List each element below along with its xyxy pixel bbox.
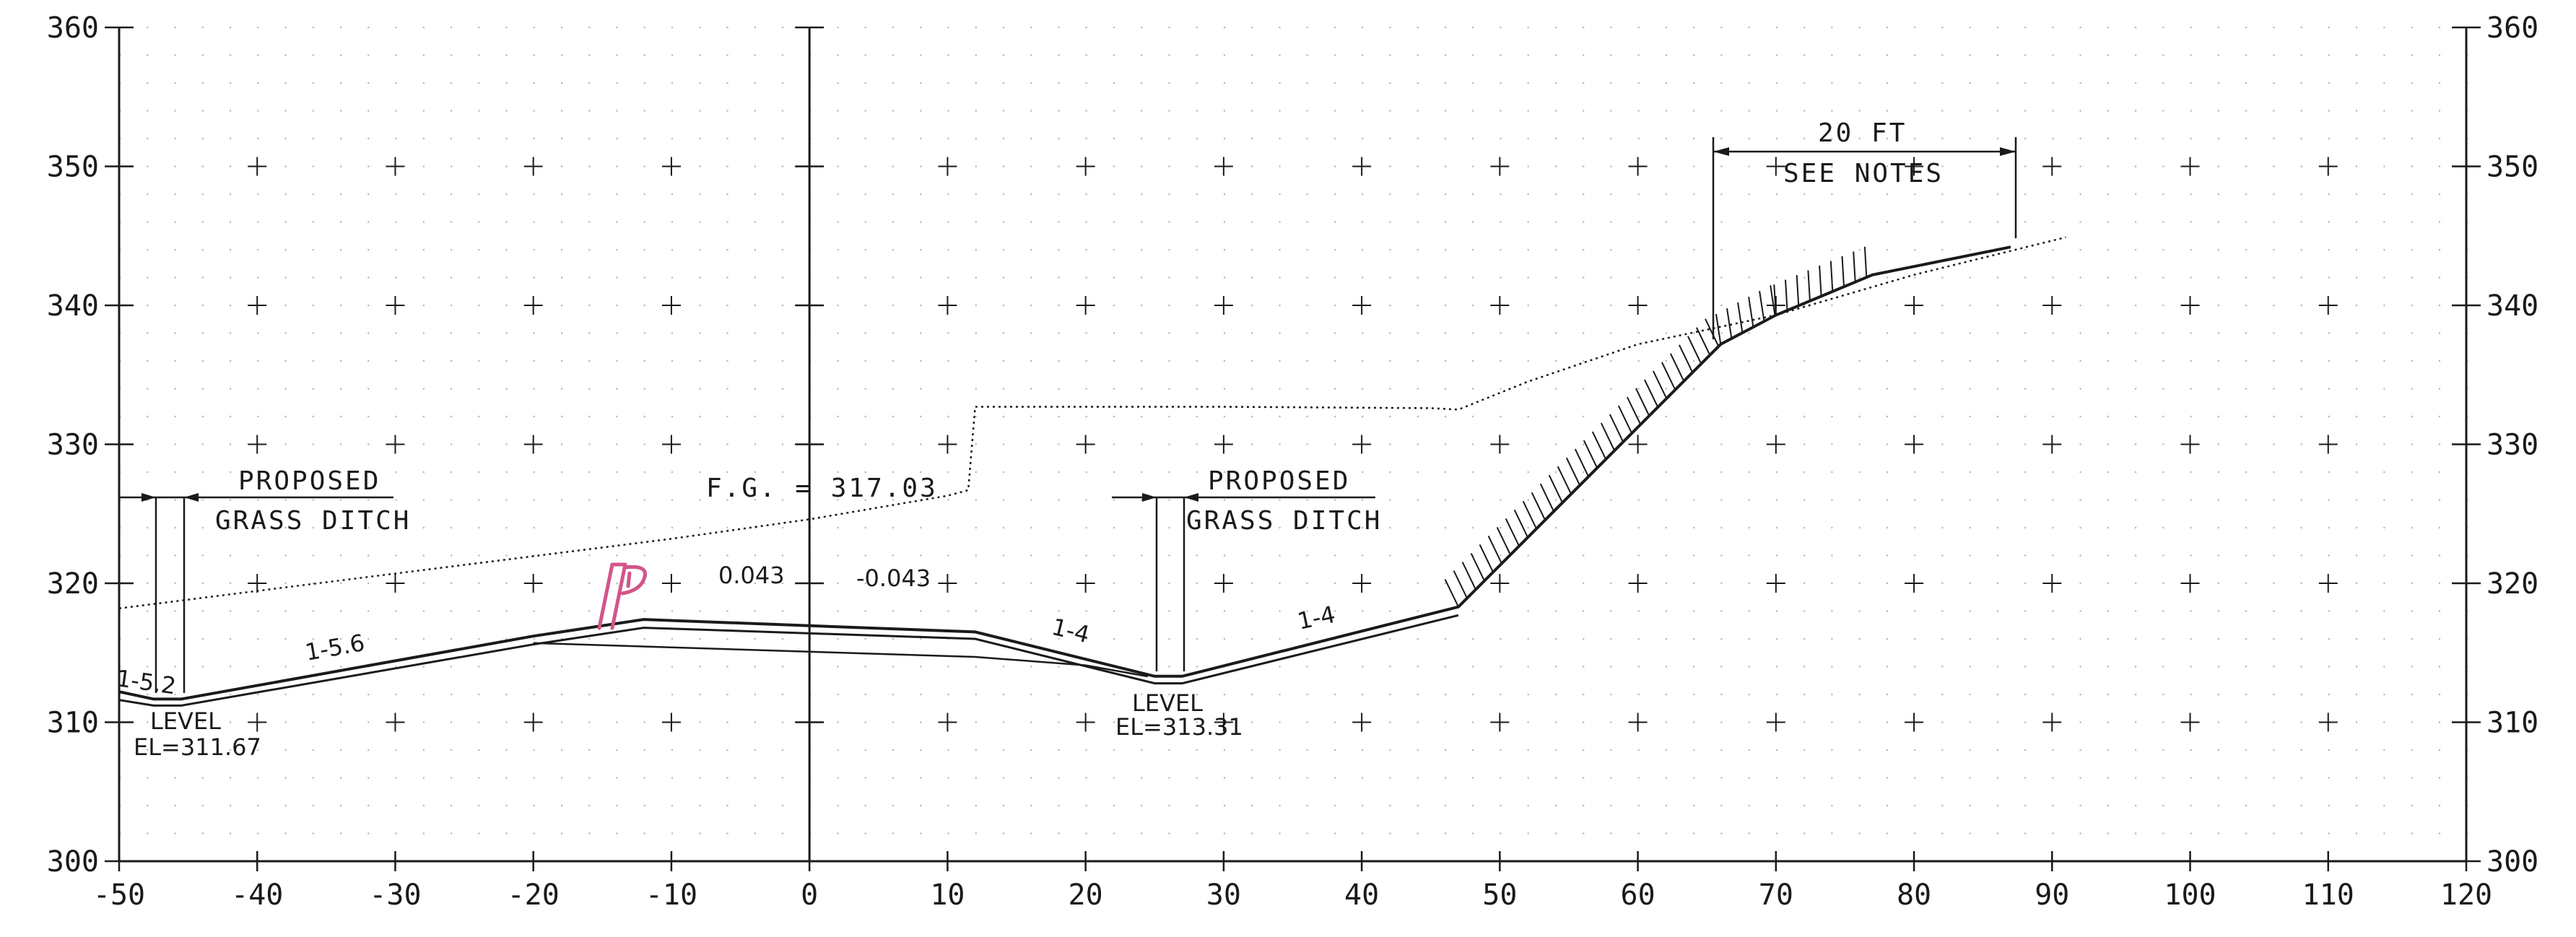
y-tick-label-left: 310 bbox=[47, 707, 99, 740]
x-tick-label: 60 bbox=[1621, 879, 1655, 912]
right-ditch-title: PROPOSED bbox=[1208, 466, 1350, 496]
left-ditch-callout: PROPOSED GRASS DITCH bbox=[119, 466, 411, 693]
y-tick-label-left: 320 bbox=[47, 567, 99, 601]
proposed-grade-bottom-line bbox=[118, 614, 1459, 707]
y-tick-label-left: 330 bbox=[47, 429, 99, 462]
x-tick-label: 90 bbox=[2035, 879, 2069, 912]
cross-slope-left: 0.043 bbox=[718, 562, 785, 589]
y-tick-label-left: 300 bbox=[47, 845, 99, 879]
left-elevation-label: EL=311.67 bbox=[134, 733, 261, 761]
right-ditch-callout: PROPOSED GRASS DITCH bbox=[1112, 466, 1382, 671]
grid-cross-marks bbox=[248, 157, 2338, 732]
x-tick-label: 110 bbox=[2302, 879, 2354, 912]
y-tick-label-right: 320 bbox=[2486, 567, 2538, 601]
subgrade-line bbox=[533, 642, 1148, 678]
x-axis-tick-labels: -50 -40 -30 -20 -10 0 10 20 30 40 50 60 70 80 90 100 110… bbox=[93, 879, 2492, 912]
x-tick-label: -40 bbox=[231, 879, 283, 912]
x-tick-label: -30 bbox=[369, 879, 421, 912]
x-tick-label: 50 bbox=[1482, 879, 1517, 912]
y-tick-label-left: 350 bbox=[47, 151, 99, 184]
x-tick-label: 0 bbox=[801, 879, 818, 912]
dimension-width-label: 20 FT bbox=[1818, 118, 1907, 148]
y-tick-label-right: 350 bbox=[2486, 151, 2538, 184]
x-tick-label: -10 bbox=[645, 879, 697, 912]
x-tick-label: 40 bbox=[1344, 879, 1379, 912]
y-tick-label-left: 360 bbox=[47, 12, 99, 45]
left-ditch-subtitle: GRASS DITCH bbox=[215, 506, 411, 536]
x-tick-label: 10 bbox=[930, 879, 965, 912]
y-axis-tick-labels-left: 300 310 320 330 340 350 360 bbox=[47, 12, 99, 879]
cross-slope-right: -0.043 bbox=[856, 565, 931, 592]
width-dimension: 20 FT SEE NOTES bbox=[1712, 118, 2017, 339]
x-tick-label: -50 bbox=[93, 879, 145, 912]
x-tick-label: 120 bbox=[2440, 879, 2492, 912]
right-elevation-label: EL=313.31 bbox=[1115, 713, 1243, 741]
dimension-note-label: SEE NOTES bbox=[1783, 159, 1944, 188]
x-tick-label: 80 bbox=[1897, 879, 1931, 912]
y-tick-label-left: 340 bbox=[47, 289, 99, 323]
y-tick-label-right: 300 bbox=[2486, 845, 2538, 879]
y-axis-tick-labels-right: 300 310 320 330 340 350 360 bbox=[2486, 12, 2538, 879]
finished-grade-label: F.G. = 317.03 bbox=[706, 474, 938, 503]
y-tick-label-right: 340 bbox=[2486, 289, 2538, 323]
x-tick-label: 30 bbox=[1206, 879, 1241, 912]
x-tick-label: 100 bbox=[2164, 879, 2216, 912]
axis-frame bbox=[105, 26, 2481, 871]
left-ditch-title: PROPOSED bbox=[238, 466, 380, 496]
x-tick-label: 20 bbox=[1069, 879, 1103, 912]
y-tick-label-right: 360 bbox=[2486, 12, 2538, 45]
flag-icon bbox=[597, 562, 647, 630]
y-tick-label-right: 310 bbox=[2486, 707, 2538, 740]
left-level-label: LEVEL bbox=[150, 707, 221, 735]
riprap-hatching bbox=[1444, 246, 1868, 608]
right-ditch-subtitle: GRASS DITCH bbox=[1186, 506, 1382, 536]
x-tick-label: -20 bbox=[508, 879, 560, 912]
y-tick-label-right: 330 bbox=[2486, 429, 2538, 462]
right-level-label: LEVEL bbox=[1132, 689, 1203, 717]
x-tick-label: 70 bbox=[1759, 879, 1793, 912]
